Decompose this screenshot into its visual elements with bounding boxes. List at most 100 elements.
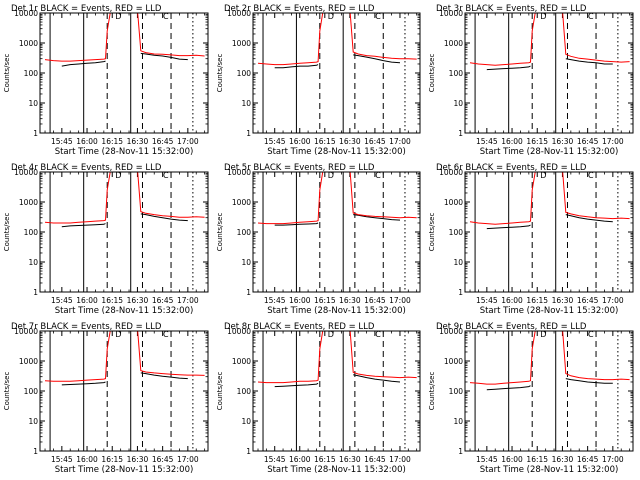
x-tick-label: 17:00 [602, 137, 624, 146]
series-line-events [274, 214, 401, 226]
plot-frame [39, 12, 209, 134]
x-tick-label: 15:45 [476, 137, 498, 146]
x-axis-label: Start Time (28-Nov-11 15:32:00) [55, 465, 194, 475]
x-tick-label: 16:45 [152, 296, 174, 305]
y-axis-label: Counts/sec [428, 372, 436, 411]
series-line-lld [44, 13, 205, 62]
annotation-label: C [375, 12, 381, 21]
y-tick-label: 100 [449, 228, 464, 237]
y-tick-label: 1 [33, 288, 38, 297]
x-tick-label: 16:15 [101, 137, 123, 146]
x-tick-label: 16:30 [127, 137, 149, 146]
series-group [257, 172, 417, 226]
series-line-lld [469, 331, 630, 385]
chart-panel-3: Det 3r BLACK = Events, RED = LLD Counts/s… [428, 4, 634, 157]
x-axis-label: Start Time (28-Nov-11 15:32:00) [480, 306, 619, 316]
series-line-lld [44, 331, 205, 382]
chart-panel-9: Det 9r BLACK = Events, RED = LLD Counts/s… [428, 322, 634, 475]
y-tick-label: 1000 [232, 39, 251, 48]
annotation-label: C [588, 330, 594, 339]
y-tick-label: 10 [28, 417, 38, 426]
y-tick-label: 10000 [439, 168, 463, 177]
y-tick-label: 10000 [227, 168, 251, 177]
x-tick-label: 16:00 [76, 455, 98, 464]
x-tick-label: 16:30 [552, 296, 574, 305]
chart-panel-2: Det 2r BLACK = Events, RED = LLD Counts/s… [216, 4, 421, 157]
series-line-lld [257, 331, 417, 384]
plot-frame [39, 330, 209, 452]
x-tick-label: 16:30 [339, 137, 361, 146]
chart-panel-4: Det 4r BLACK = Events, RED = LLD Counts/s… [3, 163, 209, 316]
x-tick-label: 15:45 [476, 296, 498, 305]
x-tick-label: 16:45 [152, 137, 174, 146]
x-tick-label: 16:00 [501, 455, 523, 464]
annotation-label: D [540, 171, 546, 180]
x-tick-label: 16:15 [101, 455, 123, 464]
annotation-label: D [540, 12, 546, 21]
x-axis-label: Start Time (28-Nov-11 15:32:00) [480, 147, 619, 157]
series-line-lld [469, 13, 630, 66]
y-tick-label: 100 [24, 69, 39, 78]
x-tick-label: 16:30 [339, 296, 361, 305]
x-tick-label: 16:45 [364, 137, 386, 146]
series-group [44, 172, 205, 228]
x-tick-label: 16:15 [526, 296, 548, 305]
y-tick-label: 10 [241, 258, 251, 267]
plot-frame [464, 12, 634, 134]
chart-title: Det 4r BLACK = Events, RED = LLD [11, 163, 162, 173]
y-tick-label: 10 [453, 417, 463, 426]
y-tick-label: 100 [24, 387, 39, 396]
x-axis-label: Start Time (28-Nov-11 15:32:00) [267, 465, 406, 475]
x-tick-label: 16:00 [501, 296, 523, 305]
x-tick-label: 16:00 [76, 296, 98, 305]
chart-title: Det 9r BLACK = Events, RED = LLD [436, 322, 587, 332]
x-axis-label: Start Time (28-Nov-11 15:32:00) [55, 147, 194, 157]
plot-frame [464, 330, 634, 452]
x-tick-label: 16:00 [289, 137, 311, 146]
chart-panel-6: Det 6r BLACK = Events, RED = LLD Counts/s… [428, 163, 634, 316]
x-tick-label: 16:45 [364, 455, 386, 464]
y-tick-label: 10 [241, 99, 251, 108]
x-tick-label: 15:45 [264, 137, 286, 146]
x-tick-label: 17:00 [389, 455, 411, 464]
x-tick-label: 16:30 [552, 137, 574, 146]
y-axis-label: Counts/sec [3, 54, 11, 93]
y-axis-label: Counts/sec [216, 372, 224, 411]
x-tick-label: 16:45 [577, 455, 599, 464]
x-tick-label: 17:00 [389, 137, 411, 146]
x-tick-label: 17:00 [177, 296, 199, 305]
annotation-label: C [588, 12, 594, 21]
y-tick-label: 10000 [227, 327, 251, 336]
x-axis-label: Start Time (28-Nov-11 15:32:00) [267, 306, 406, 316]
x-tick-label: 16:15 [101, 296, 123, 305]
series-line-events [274, 374, 401, 388]
y-tick-label: 1 [246, 447, 251, 456]
y-tick-label: 100 [449, 69, 464, 78]
series-line-events [61, 372, 188, 386]
x-tick-label: 16:15 [314, 296, 336, 305]
annotation-label: C [163, 12, 169, 21]
y-tick-label: 1000 [232, 198, 251, 207]
x-tick-label: 16:30 [339, 455, 361, 464]
chart-title: Det 1r BLACK = Events, RED = LLD [11, 4, 162, 14]
annotation-label: D [328, 12, 334, 21]
x-tick-label: 16:15 [314, 455, 336, 464]
y-tick-label: 10000 [439, 327, 463, 336]
series-group [469, 172, 630, 230]
x-tick-label: 15:45 [476, 455, 498, 464]
x-tick-label: 16:45 [364, 296, 386, 305]
y-tick-label: 10000 [14, 327, 38, 336]
y-tick-label: 1000 [19, 39, 38, 48]
x-axis-label: Start Time (28-Nov-11 15:32:00) [55, 306, 194, 316]
chart-title: Det 8r BLACK = Events, RED = LLD [224, 322, 375, 332]
series-line-events [486, 58, 613, 71]
y-tick-label: 10 [241, 417, 251, 426]
y-tick-label: 10 [453, 258, 463, 267]
plot-frame [39, 171, 209, 293]
y-tick-label: 1000 [19, 198, 38, 207]
chart-title: Det 2r BLACK = Events, RED = LLD [224, 4, 375, 14]
y-tick-label: 1 [33, 447, 38, 456]
annotation-label: C [163, 330, 169, 339]
annotation-label: C [163, 171, 169, 180]
